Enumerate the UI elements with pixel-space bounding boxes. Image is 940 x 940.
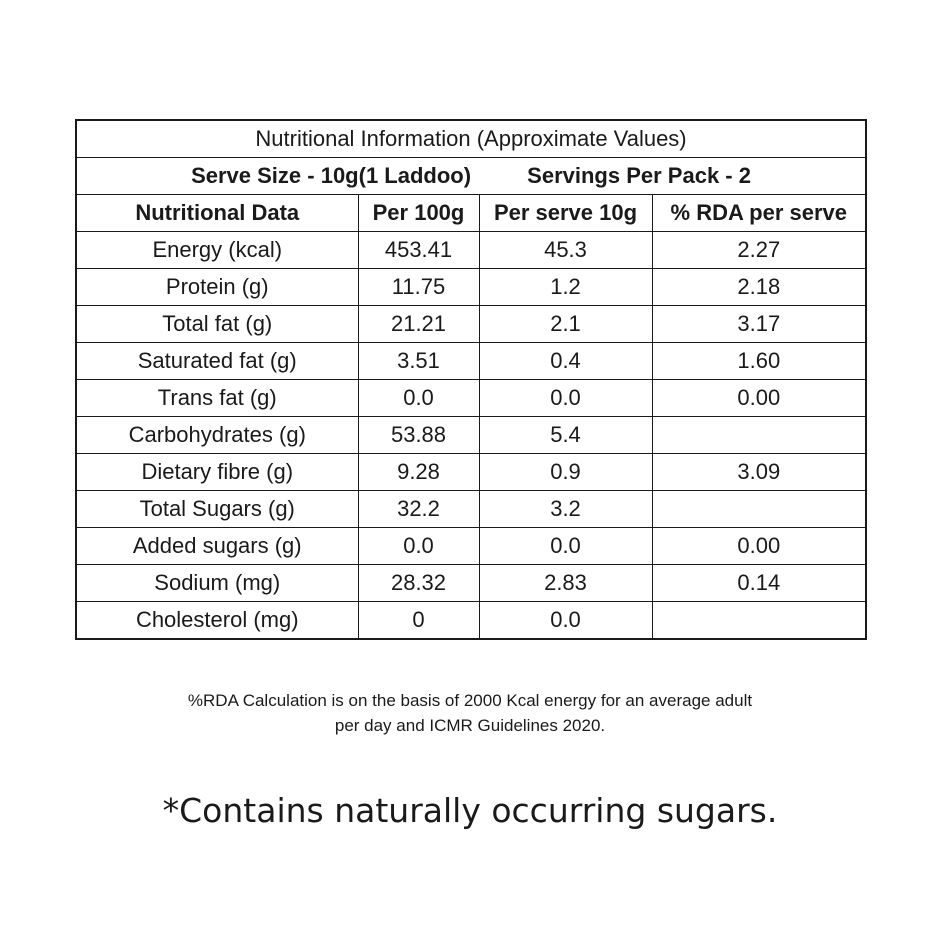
rda-footnote: %RDA Calculation is on the basis of 2000…	[0, 688, 940, 738]
footnote-line-2: per day and ICMR Guidelines 2020.	[334, 716, 606, 735]
header-per-100g: Per 100g	[357, 194, 480, 232]
rda-value: 3.09	[651, 453, 867, 491]
table-row: Trans fat (g) 0.0 0.0 0.00	[75, 379, 867, 417]
per-100g-value: 11.75	[357, 268, 480, 306]
table-row: Dietary fibre (g) 9.28 0.9 3.09	[75, 453, 867, 491]
per-100g-value: 9.28	[357, 453, 480, 491]
per-100g-value: 453.41	[357, 231, 480, 269]
per-serve-value: 3.2	[478, 490, 653, 528]
nutrient-name: Carbohydrates (g)	[75, 416, 359, 454]
header-nutritional-data: Nutritional Data	[75, 194, 359, 232]
nutrient-name: Cholesterol (mg)	[75, 601, 359, 640]
per-100g-value: 28.32	[357, 564, 480, 602]
rda-value	[651, 601, 867, 640]
nutrient-name: Energy (kcal)	[75, 231, 359, 269]
per-serve-value: 5.4	[478, 416, 653, 454]
table-title: Nutritional Information (Approximate Val…	[75, 119, 867, 158]
rda-value: 2.18	[651, 268, 867, 306]
per-100g-value: 0.0	[357, 527, 480, 565]
per-serve-value: 0.4	[478, 342, 653, 380]
table-row: Sodium (mg) 28.32 2.83 0.14	[75, 564, 867, 602]
servings-per-pack: Servings Per Pack - 2	[527, 163, 751, 188]
rda-value	[651, 490, 867, 528]
nutrient-name: Total fat (g)	[75, 305, 359, 343]
table-row: Carbohydrates (g) 53.88 5.4	[75, 416, 867, 454]
per-serve-value: 0.0	[478, 527, 653, 565]
table-row: Total fat (g) 21.21 2.1 3.17	[75, 305, 867, 343]
rda-value	[651, 416, 867, 454]
per-serve-value: 0.0	[478, 601, 653, 640]
rda-value: 0.14	[651, 564, 867, 602]
serve-row: Serve Size - 10g(1 Laddoo) Servings Per …	[75, 157, 867, 195]
nutrient-name: Total Sugars (g)	[75, 490, 359, 528]
table-row: Saturated fat (g) 3.51 0.4 1.60	[75, 342, 867, 380]
per-serve-value: 2.83	[478, 564, 653, 602]
per-100g-value: 0.0	[357, 379, 480, 417]
nutrient-name: Added sugars (g)	[75, 527, 359, 565]
rda-value: 0.00	[651, 379, 867, 417]
per-serve-value: 2.1	[478, 305, 653, 343]
header-per-serve: Per serve 10g	[478, 194, 653, 232]
table-row: Cholesterol (mg) 0 0.0	[75, 601, 867, 640]
per-100g-value: 32.2	[357, 490, 480, 528]
nutrient-name: Saturated fat (g)	[75, 342, 359, 380]
per-serve-value: 0.0	[478, 379, 653, 417]
per-serve-value: 0.9	[478, 453, 653, 491]
rda-value: 0.00	[651, 527, 867, 565]
table-row: Added sugars (g) 0.0 0.0 0.00	[75, 527, 867, 565]
sugar-note: *Contains naturally occurring sugars.	[162, 791, 778, 830]
per-100g-value: 53.88	[357, 416, 480, 454]
table-row: Protein (g) 11.75 1.2 2.18	[75, 268, 867, 306]
per-serve-value: 45.3	[478, 231, 653, 269]
table-row: Energy (kcal) 453.41 45.3 2.27	[75, 231, 867, 269]
nutrient-name: Sodium (mg)	[75, 564, 359, 602]
footnote-line-1: %RDA Calculation is on the basis of 2000…	[187, 691, 753, 710]
per-100g-value: 3.51	[357, 342, 480, 380]
rda-value: 2.27	[651, 231, 867, 269]
nutrient-name: Trans fat (g)	[75, 379, 359, 417]
header-rda: % RDA per serve	[651, 194, 867, 232]
nutrient-name: Dietary fibre (g)	[75, 453, 359, 491]
header-row: Nutritional Data Per 100g Per serve 10g …	[75, 194, 867, 232]
rda-value: 1.60	[651, 342, 867, 380]
per-serve-value: 1.2	[478, 268, 653, 306]
per-100g-value: 0	[357, 601, 480, 640]
rda-value: 3.17	[651, 305, 867, 343]
nutrient-name: Protein (g)	[75, 268, 359, 306]
title-row: Nutritional Information (Approximate Val…	[75, 119, 867, 158]
table-row: Total Sugars (g) 32.2 3.2	[75, 490, 867, 528]
serve-size: Serve Size - 10g(1 Laddoo)	[191, 163, 472, 188]
per-100g-value: 21.21	[357, 305, 480, 343]
nutrition-table: Nutritional Information (Approximate Val…	[75, 119, 868, 640]
